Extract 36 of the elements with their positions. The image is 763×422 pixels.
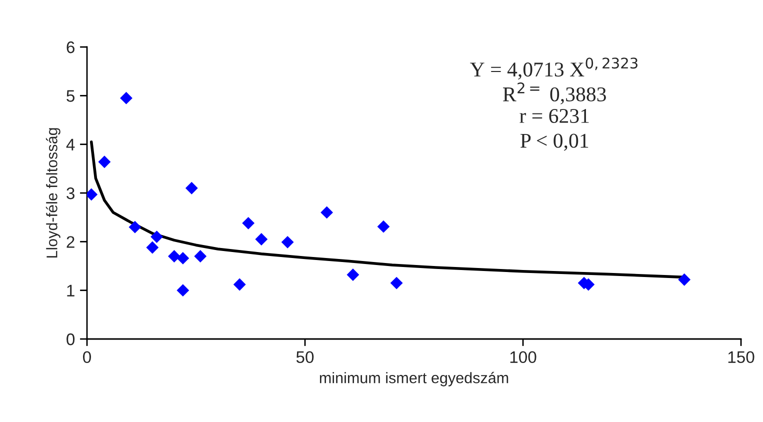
y-axis-title: Lloyd-féle foltosság bbox=[46, 128, 60, 258]
point bbox=[377, 220, 390, 233]
y-tick-label: 5 bbox=[66, 90, 74, 102]
point bbox=[146, 241, 159, 254]
y-tick-label: 3 bbox=[66, 187, 74, 200]
point bbox=[185, 182, 198, 194]
y-tick-label: 0 bbox=[66, 333, 75, 346]
point bbox=[98, 156, 111, 168]
x-tick-label: 100 bbox=[510, 351, 536, 364]
x-tick-label: 0 bbox=[83, 351, 91, 364]
point bbox=[242, 216, 255, 230]
point bbox=[128, 220, 142, 234]
point bbox=[176, 252, 190, 264]
y-tick-label: 6 bbox=[66, 41, 74, 54]
point bbox=[168, 250, 180, 262]
annotation: r = 6231 bbox=[520, 108, 589, 123]
y-tick-label: 2 bbox=[66, 236, 74, 248]
point bbox=[346, 268, 360, 281]
annotation: R$^{2=}$ 0,3883 bbox=[503, 82, 606, 104]
x-axis-title: minimum ismert egyedszám bbox=[320, 372, 508, 386]
point bbox=[255, 233, 268, 246]
point bbox=[194, 250, 207, 262]
point bbox=[150, 230, 163, 244]
point bbox=[678, 273, 691, 286]
point bbox=[390, 276, 403, 290]
annotation: Y = 4,0713 X$^{0,2323}$ bbox=[470, 58, 638, 80]
y-tick-label: 4 bbox=[66, 138, 75, 150]
point bbox=[176, 284, 190, 297]
y-tick-label: 1 bbox=[67, 284, 74, 296]
x-tick-label: 50 bbox=[296, 351, 314, 364]
point bbox=[120, 92, 132, 104]
point bbox=[233, 278, 246, 291]
point bbox=[281, 236, 294, 248]
point bbox=[320, 206, 334, 219]
x-tick-label: 150 bbox=[728, 351, 754, 364]
annotation: P < 0,01 bbox=[520, 134, 588, 151]
